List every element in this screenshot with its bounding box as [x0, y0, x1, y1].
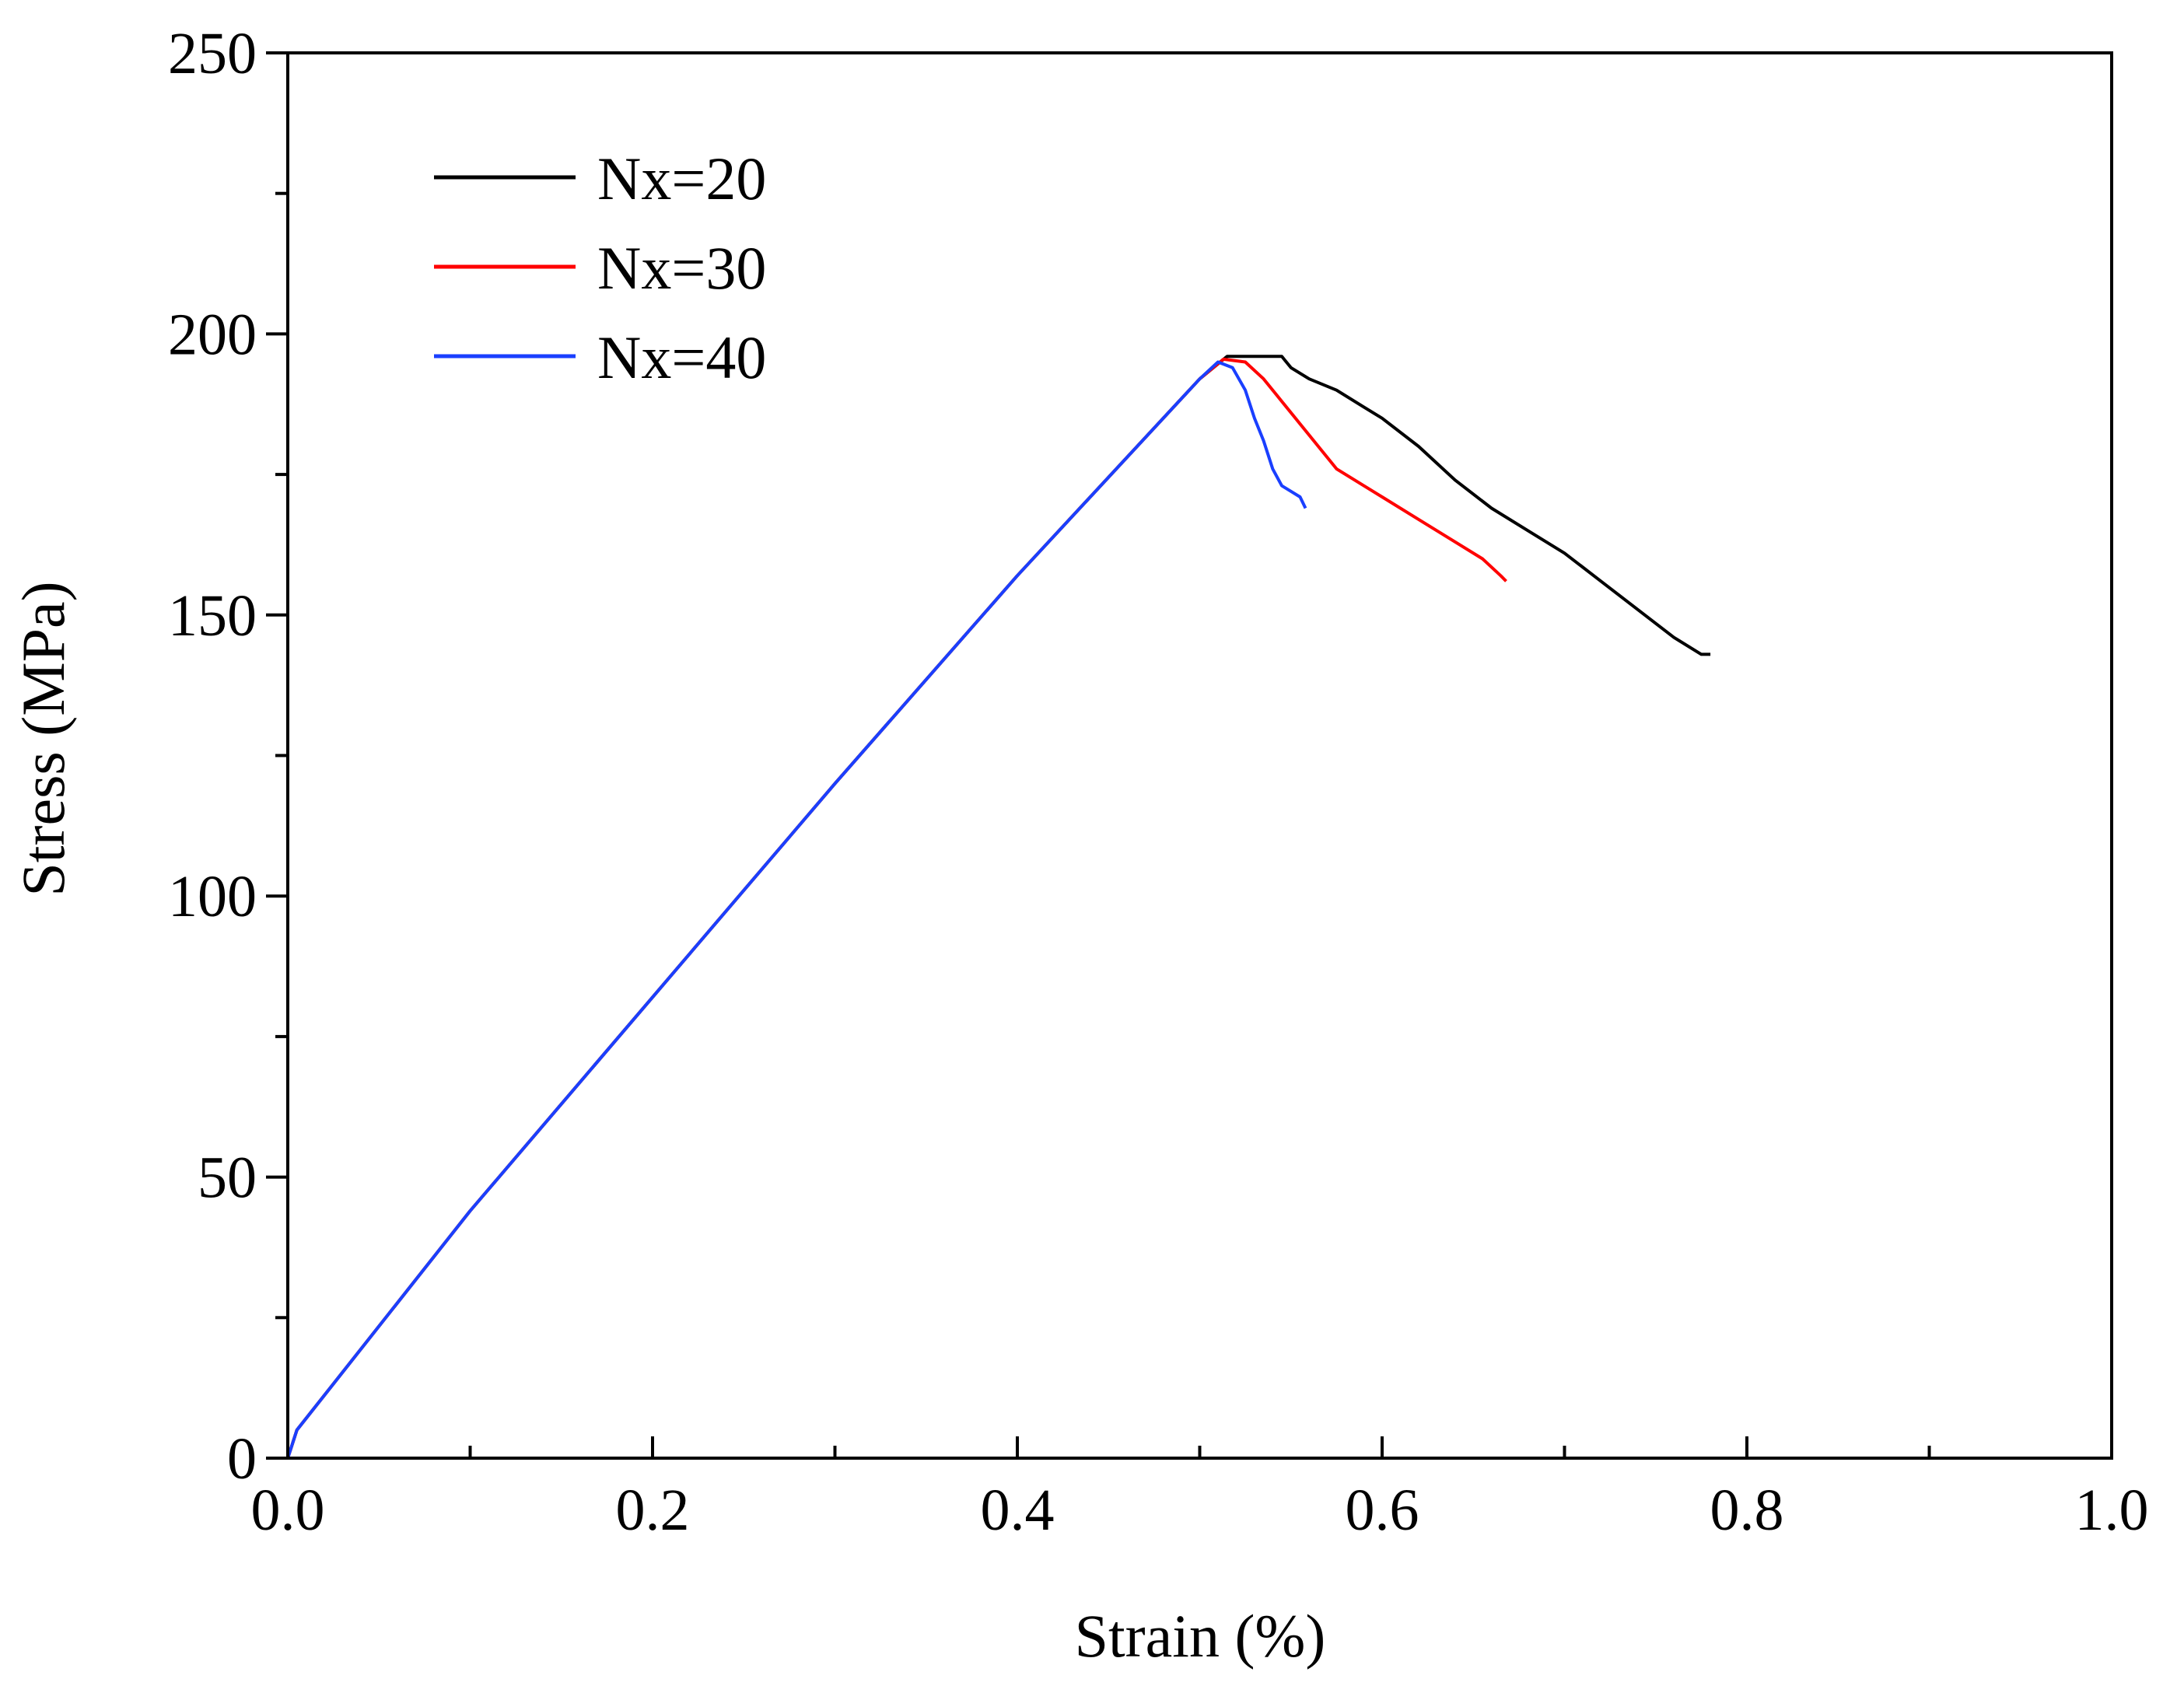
y-tick-label: 0 — [227, 1426, 257, 1492]
series-line-1 — [286, 355, 1711, 1459]
x-tick-label: 0.8 — [1710, 1478, 1784, 1543]
y-tick-label: 200 — [168, 302, 257, 367]
axis-tick-labels: 0.0 0.2 0.4 0.6 0.8 1.0 0 50 100 150 200 250 — [168, 21, 2149, 1543]
plot-area — [286, 355, 1711, 1459]
x-tick-label: 0.6 — [1346, 1478, 1419, 1543]
plot-frame — [286, 51, 2113, 1460]
legend-label: Nx=40 — [597, 324, 766, 391]
series-line-2 — [286, 357, 1507, 1459]
y-tick-label: 50 — [198, 1146, 257, 1211]
legend-item: Nx=30 — [434, 234, 766, 302]
axis-ticks — [266, 51, 2113, 1460]
legend-item: Nx=40 — [434, 324, 766, 391]
x-tick-label: 1.0 — [2075, 1478, 2149, 1543]
x-tick-label: 0.0 — [251, 1478, 325, 1543]
y-axis-title: Stress (MPa) — [9, 581, 77, 896]
legend-item: Nx=20 — [434, 145, 766, 212]
series-line-3 — [286, 360, 1307, 1459]
y-tick-label: 100 — [168, 864, 257, 929]
x-axis-title: Strain (%) — [1075, 1602, 1326, 1670]
x-tick-label: 0.4 — [981, 1478, 1055, 1543]
legend: Nx=20 Nx=30 Nx=40 — [434, 145, 766, 391]
y-tick-label: 150 — [168, 583, 257, 649]
x-tick-label: 0.2 — [616, 1478, 690, 1543]
legend-label: Nx=20 — [597, 145, 766, 212]
legend-label: Nx=30 — [597, 234, 766, 302]
y-tick-label: 250 — [168, 21, 257, 86]
